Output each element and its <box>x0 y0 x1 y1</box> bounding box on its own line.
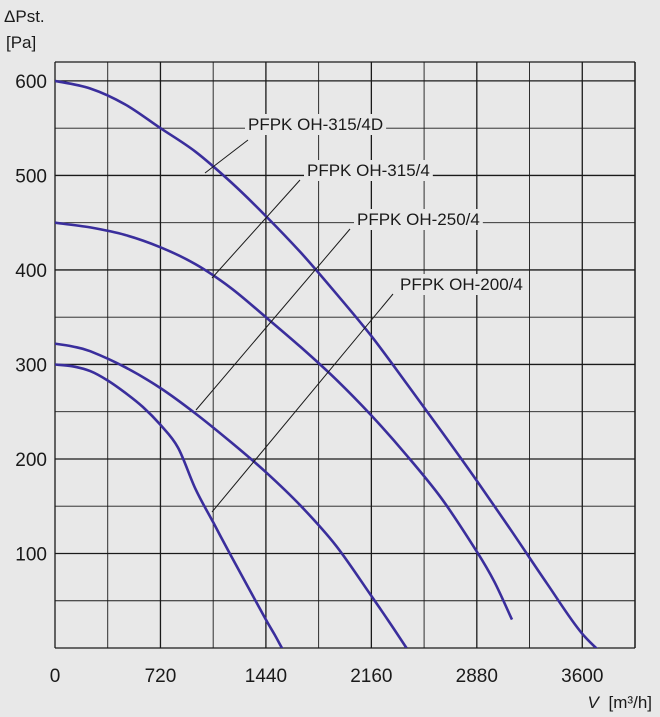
x-tick-label: 3600 <box>561 666 603 687</box>
x-tick-label: 1440 <box>245 666 287 687</box>
grid-minor-lines <box>55 62 635 648</box>
label-leader-line <box>211 179 301 279</box>
y-axis-unit: [Pa] <box>6 33 36 52</box>
label-leader-lines <box>195 139 394 513</box>
curve-label: PFPK OH-315/4 <box>307 161 430 180</box>
series-curve <box>55 363 284 648</box>
x-axis-symbol: V <box>587 693 600 712</box>
x-axis-unit: [m³/h] <box>609 693 652 712</box>
y-tick-label: 200 <box>15 450 47 471</box>
y-tick-label: 300 <box>15 355 47 376</box>
series-curve <box>55 79 598 648</box>
curve-label: PFPK OH-315/4D <box>248 115 383 134</box>
label-leader-line <box>195 228 351 411</box>
axis-tick-labels: 0 720 1440 2160 2880 3600 100 200 300 400 500 600 <box>15 72 603 687</box>
x-tick-label: 0 <box>50 666 61 687</box>
x-tick-label: 2880 <box>456 666 498 687</box>
x-axis-title: V [m³/h] <box>587 693 652 712</box>
label-leader-line <box>211 293 394 513</box>
y-tick-label: 600 <box>15 72 47 93</box>
curve-label-background <box>245 114 387 135</box>
curve-label: PFPK OH-250/4 <box>357 210 480 229</box>
grid-major-lines <box>54 61 636 649</box>
y-axis-symbol: ΔPst. <box>4 7 45 26</box>
series-curve <box>55 342 408 648</box>
characteristic-curves <box>55 79 598 648</box>
curve-labels: PFPK OH-315/4D PFPK OH-315/4 PFPK OH-250/4… <box>245 114 526 295</box>
series-curve <box>55 221 514 621</box>
curve-label: PFPK OH-200/4 <box>400 275 523 294</box>
curve-label-background <box>397 274 526 295</box>
x-tick-label: 2160 <box>350 666 392 687</box>
y-tick-label: 400 <box>15 261 47 282</box>
y-tick-label: 100 <box>15 544 47 565</box>
label-leader-line <box>204 139 249 174</box>
x-tick-label: 720 <box>145 666 177 687</box>
curve-label-background <box>354 209 483 230</box>
y-tick-label: 500 <box>15 166 47 187</box>
curve-label-background <box>304 160 433 181</box>
